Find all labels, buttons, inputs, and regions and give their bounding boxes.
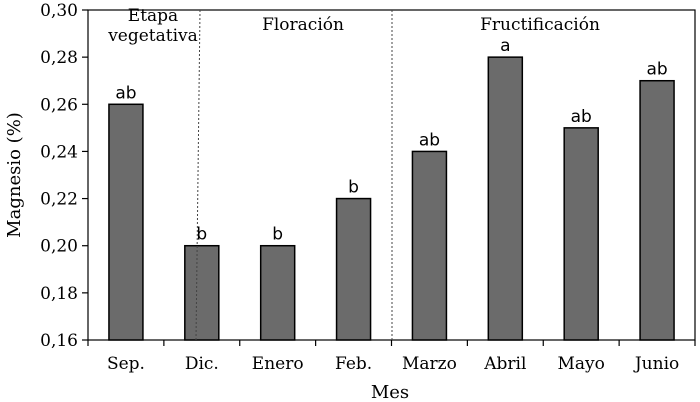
bar-significance-label: b [272,225,283,245]
y-tick-label: 0,22 [40,190,78,210]
bar-significance-label: a [500,36,510,56]
bar-feb [335,197,372,341]
bar-sep [108,103,144,341]
phase-label: Fructificación [480,15,600,35]
bar-significance-label: ab [115,83,136,103]
x-tick-label: Enero [252,354,304,374]
bar-significance-label: b [348,178,359,198]
x-tick-label: Junio [633,354,679,374]
y-tick-label: 0,26 [40,95,78,115]
y-axis-title: Magnesio (%) [4,112,25,238]
x-tick-label: Mayo [557,354,604,374]
bar-abril [487,56,524,341]
bar-marzo [411,150,448,341]
y-tick-label: 0,30 [40,1,78,21]
y-tick-label: 0,18 [40,284,78,304]
x-tick-label: Marzo [402,354,457,374]
bar-junio [639,79,675,341]
y-tick-label: 0,24 [40,142,78,162]
phase-label: vegetativa [107,26,198,46]
bar-mayo [563,127,599,341]
x-tick-label: Sep. [107,354,145,374]
phase-label: Etapa [128,6,178,26]
bar-significance-label: ab [419,130,440,150]
bar-dic [184,244,220,341]
bar-enero [259,244,296,341]
x-tick-label: Abril [483,354,526,374]
y-tick-label: 0,16 [40,331,78,351]
bar-significance-label: ab [646,60,667,80]
phase-divider [195,9,201,341]
x-axis-title: Mes [371,382,409,402]
bar-significance-label: b [196,225,207,245]
phase-label: Floración [262,15,344,35]
bar-significance-label: ab [571,107,592,127]
y-tick-label: 0,28 [40,48,78,68]
x-tick-label: Dic. [185,354,219,374]
y-tick-label: 0,20 [40,237,78,257]
x-tick-label: Feb. [335,354,372,374]
